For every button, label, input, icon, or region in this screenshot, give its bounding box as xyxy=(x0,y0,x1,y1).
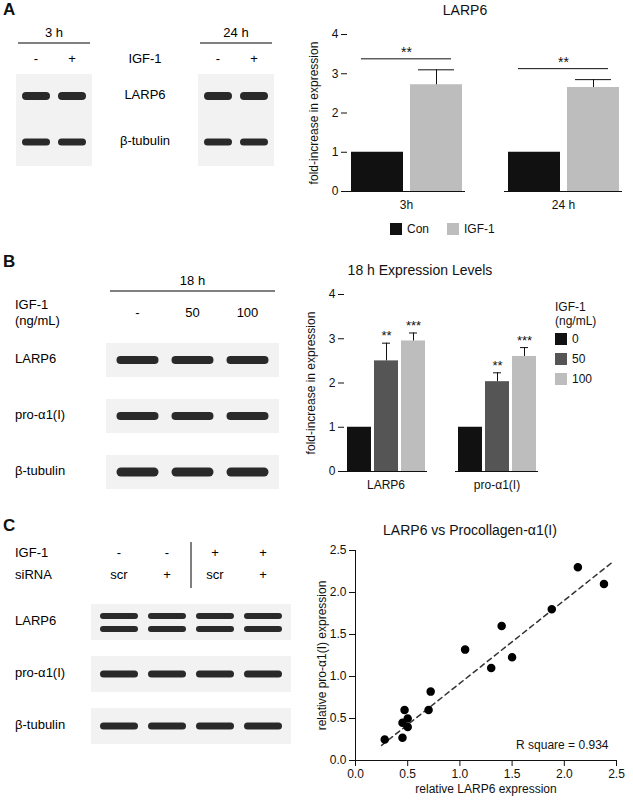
svg-text:100: 100 xyxy=(237,305,259,320)
svg-text:-: - xyxy=(216,51,220,66)
svg-text:β-tubulin: β-tubulin xyxy=(15,463,65,478)
svg-text:24 h: 24 h xyxy=(552,198,575,212)
svg-text:R square = 0.934: R square = 0.934 xyxy=(516,738,609,752)
svg-text:pro-α1(I): pro-α1(I) xyxy=(15,407,65,422)
svg-text:3h: 3h xyxy=(400,198,413,212)
html-text:B: B xyxy=(3,252,16,271)
html-text:0: 0 xyxy=(572,332,579,346)
svg-text:**: ** xyxy=(492,358,502,373)
svg-text:-: - xyxy=(34,51,38,66)
svg-text:-: - xyxy=(117,545,121,560)
svg-text:1.0: 1.0 xyxy=(452,767,469,781)
svg-text:IGF-1: IGF-1 xyxy=(128,51,161,66)
svg-text:pro-α1(I): pro-α1(I) xyxy=(474,478,520,492)
svg-text:scr: scr xyxy=(206,567,224,582)
svg-text:2.0: 2.0 xyxy=(330,585,347,599)
svg-text:-: - xyxy=(165,545,169,560)
svg-text:2: 2 xyxy=(332,106,339,120)
svg-text:LARP6: LARP6 xyxy=(124,87,165,102)
svg-text:4: 4 xyxy=(332,27,339,41)
svg-text:LARP6: LARP6 xyxy=(15,351,56,366)
svg-text:3: 3 xyxy=(332,67,339,81)
html-text:LARP6: LARP6 xyxy=(442,2,488,18)
svg-text:1.5: 1.5 xyxy=(330,627,347,641)
svg-text:+: + xyxy=(259,545,267,560)
svg-text:**: ** xyxy=(558,54,569,70)
svg-text:1.0: 1.0 xyxy=(330,669,347,683)
svg-text:2.5: 2.5 xyxy=(330,543,347,557)
svg-text:***: *** xyxy=(517,333,532,348)
svg-text:+: + xyxy=(259,567,267,582)
svg-text:+: + xyxy=(68,51,76,66)
html-text:18 h Expression Levels: 18 h Expression Levels xyxy=(347,262,493,278)
svg-text:3 h: 3 h xyxy=(45,25,63,40)
html-text:50: 50 xyxy=(572,352,586,366)
svg-text:β-tubulin: β-tubulin xyxy=(15,717,65,732)
svg-text:0.5: 0.5 xyxy=(330,711,347,725)
svg-text:IGF-1: IGF-1 xyxy=(15,545,48,560)
svg-text:0: 0 xyxy=(332,184,339,198)
html-text:100: 100 xyxy=(572,372,592,386)
svg-text:0.0: 0.0 xyxy=(330,753,347,767)
svg-text:0: 0 xyxy=(329,464,336,478)
svg-text:4: 4 xyxy=(329,287,336,301)
svg-text:IGF-1: IGF-1 xyxy=(15,297,48,312)
html-text:C: C xyxy=(3,516,16,535)
svg-text:LARP6: LARP6 xyxy=(15,613,56,628)
svg-text:3: 3 xyxy=(329,332,336,346)
html-text:Con: Con xyxy=(407,222,429,236)
html-text:A: A xyxy=(3,0,16,19)
svg-text:0.5: 0.5 xyxy=(399,767,416,781)
svg-text:LARP6: LARP6 xyxy=(367,478,405,492)
svg-text:scr: scr xyxy=(110,567,128,582)
svg-text:18 h: 18 h xyxy=(180,273,205,288)
svg-text:siRNA: siRNA xyxy=(15,567,52,582)
svg-text:0.0: 0.0 xyxy=(347,767,364,781)
svg-text:(ng/mL): (ng/mL) xyxy=(15,313,60,328)
svg-text:+: + xyxy=(250,51,258,66)
html-text:LARP6 vs Procollagen-α1(I): LARP6 vs Procollagen-α1(I) xyxy=(383,522,557,538)
svg-text:50: 50 xyxy=(185,305,199,320)
svg-text:relative LARP6 expression: relative LARP6 expression xyxy=(415,782,556,796)
svg-text:-: - xyxy=(135,305,139,320)
svg-text:**: ** xyxy=(381,328,391,343)
svg-text:1: 1 xyxy=(329,420,336,434)
svg-text:2: 2 xyxy=(329,376,336,390)
svg-text:**: ** xyxy=(401,44,412,60)
svg-text:24 h: 24 h xyxy=(223,25,248,40)
svg-text:+: + xyxy=(163,567,171,582)
svg-text:1: 1 xyxy=(332,145,339,159)
svg-text:***: *** xyxy=(406,318,421,333)
svg-text:fold-increase in expression: fold-increase in expression xyxy=(304,312,318,455)
svg-text:2.0: 2.0 xyxy=(556,767,573,781)
svg-text:2.5: 2.5 xyxy=(608,767,625,781)
svg-text:relative pro-α1(I) expression: relative pro-α1(I) expression xyxy=(315,581,329,731)
svg-text:β-tubulin: β-tubulin xyxy=(120,133,170,148)
svg-text:1.5: 1.5 xyxy=(504,767,521,781)
svg-text:fold-increase in expression: fold-increase in expression xyxy=(307,42,321,185)
svg-text:+: + xyxy=(211,545,219,560)
html-text:IGF-1 (ng/mL): IGF-1 (ng/mL) xyxy=(555,300,597,328)
svg-text:pro-α1(I): pro-α1(I) xyxy=(15,665,65,680)
html-text:IGF-1: IGF-1 xyxy=(464,222,495,236)
